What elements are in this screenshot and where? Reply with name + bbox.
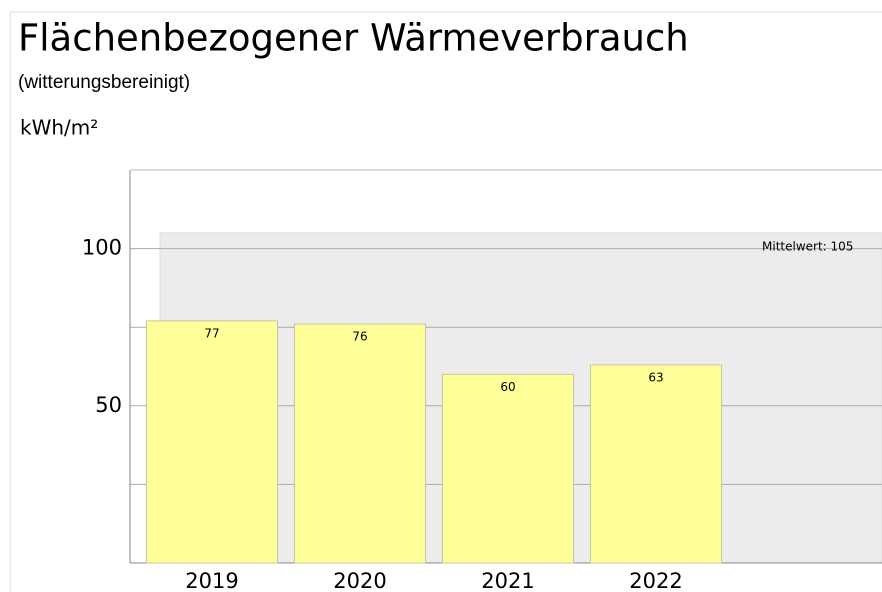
y-tick-label: 50 [95, 393, 122, 417]
x-tick-label: 2021 [481, 569, 534, 592]
y-axis-label: kWh/m² [20, 116, 98, 140]
x-tick-label: 2020 [333, 569, 386, 592]
x-tick-label: 2022 [629, 569, 682, 592]
bar [146, 320, 278, 564]
x-tick-label: 2019 [185, 569, 238, 592]
data-label: 63 [648, 370, 663, 384]
chart-title: Flächenbezogener Wärmeverbrauch [18, 17, 689, 60]
mean-label: Mittelwert: 105 [762, 239, 853, 253]
chart-subtitle: (witterungsbereinigt) [18, 72, 190, 93]
bar [442, 373, 574, 564]
data-label: 77 [204, 326, 219, 340]
data-label: 60 [500, 380, 515, 394]
bar [590, 364, 722, 564]
data-label: 76 [352, 330, 367, 344]
y-tick-label: 100 [82, 236, 122, 260]
bar [294, 323, 426, 564]
